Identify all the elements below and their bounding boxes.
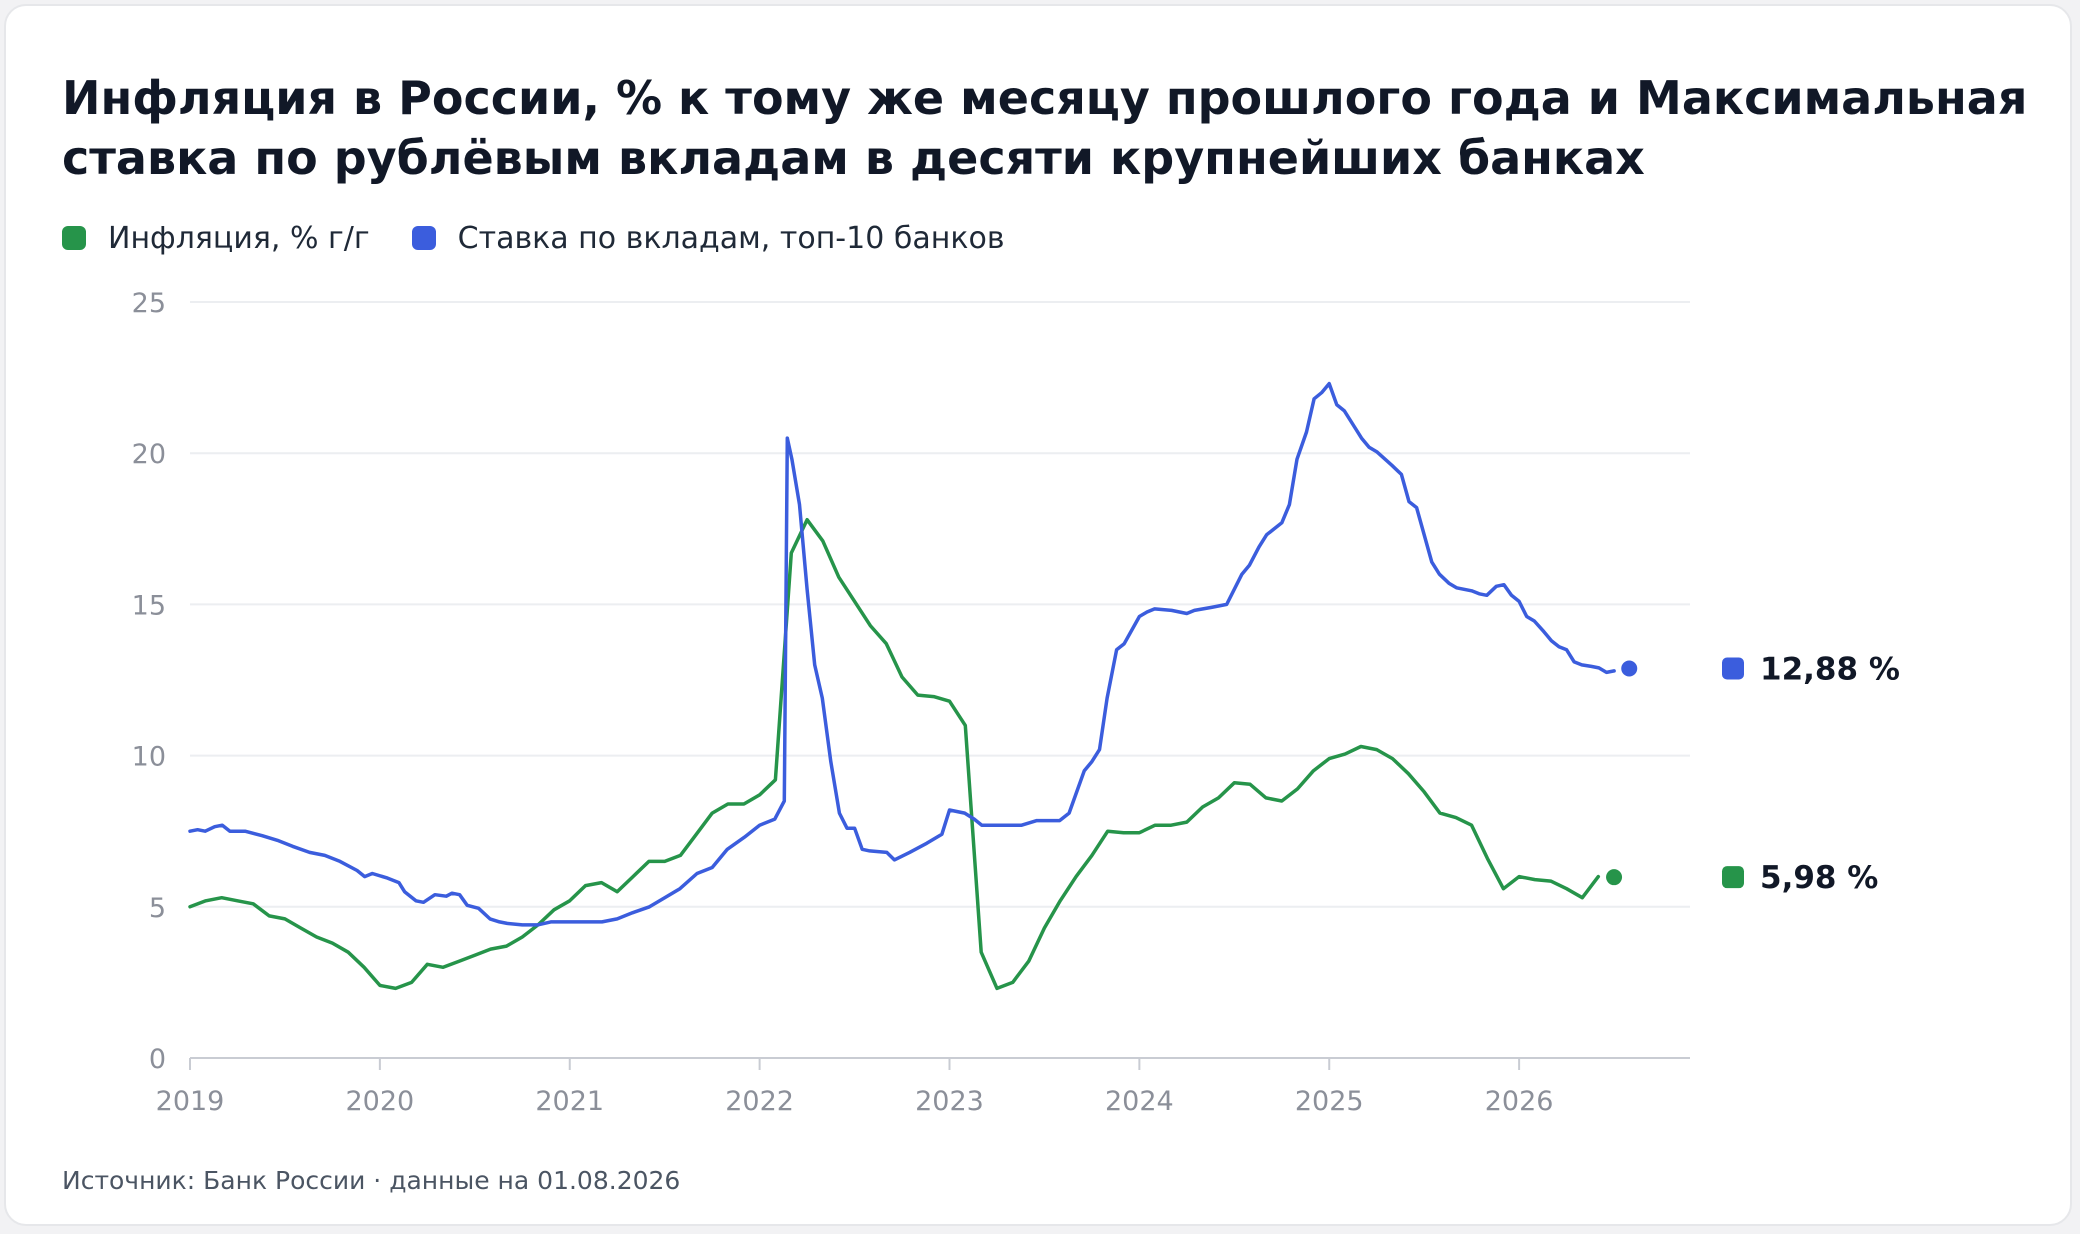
- end-label-deposit-rate: 12,88 %: [1760, 652, 1900, 688]
- y-tick-label-15: 15: [132, 590, 166, 621]
- x-tick-label-2025: 2025: [1295, 1086, 1364, 1117]
- x-tick-label-2024: 2024: [1105, 1086, 1174, 1117]
- y-tick-label-20: 20: [132, 439, 166, 470]
- x-tick-label-2019: 2019: [156, 1086, 225, 1117]
- series-line-inflation: [188, 517, 1601, 991]
- legend-label-deposit-rate: Ставка по вкладам, топ-10 банков: [457, 220, 1005, 256]
- legend-item-inflation[interactable]: Инфляция, % г/г: [62, 221, 370, 256]
- chart-title: Инфляция в России, % к тому же месяцу пр…: [62, 71, 2028, 185]
- y-tick-label-10: 10: [132, 742, 166, 773]
- x-tick-label-2022: 2022: [725, 1086, 794, 1117]
- last-point-inflation: [1606, 869, 1623, 886]
- y-tick-label-0: 0: [149, 1044, 166, 1075]
- end-label-swatch-deposit-rate: [1722, 657, 1744, 680]
- legend-label-inflation: Инфляция, % г/г: [108, 220, 370, 256]
- end-label-swatch-inflation: [1722, 866, 1744, 889]
- y-tick-label-5: 5: [149, 893, 166, 924]
- legend-swatch-deposit-rate: [411, 226, 436, 250]
- chart-card: Инфляция в России, % к тому же месяцу пр…: [4, 4, 2072, 1226]
- last-point-deposit-rate: [1621, 660, 1638, 677]
- x-tick-label-2023: 2023: [915, 1086, 984, 1117]
- x-tick-label-2020: 2020: [346, 1086, 415, 1117]
- x-tick-label-2026: 2026: [1485, 1086, 1554, 1117]
- x-tick-label-2021: 2021: [535, 1086, 604, 1117]
- legend-item-deposit-rate[interactable]: Ставка по вкладам, топ-10 банков: [411, 220, 1005, 256]
- legend-swatch-inflation: [62, 226, 86, 250]
- end-label-inflation: 5,98 %: [1760, 860, 1878, 896]
- series-line-deposit-rate: [188, 381, 1616, 927]
- legend: Инфляция, % г/г Ставка по вкладам, топ-1…: [62, 218, 1047, 258]
- y-tick-label-25: 25: [132, 288, 166, 319]
- source-note: Источник: Банк России · данные на 01.08.…: [62, 1166, 681, 1195]
